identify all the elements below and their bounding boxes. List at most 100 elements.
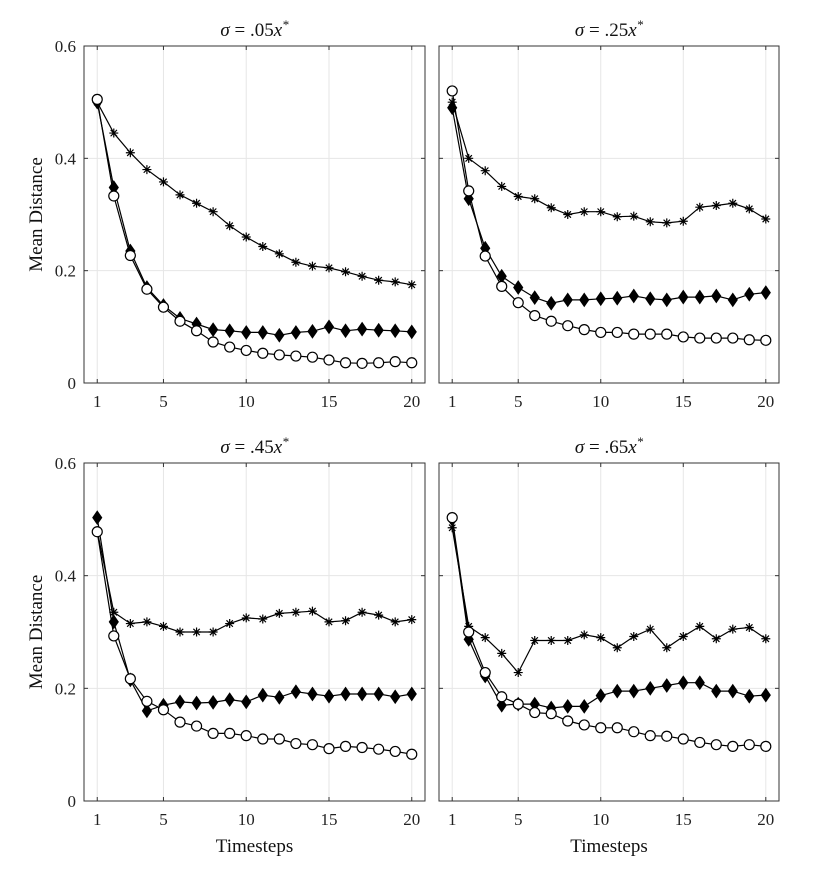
point-circle: [224, 341, 236, 353]
point-circle: [694, 332, 706, 344]
point-circle: [174, 716, 186, 728]
point-asterisk: [241, 613, 251, 623]
x-tick-label: 15: [320, 810, 337, 829]
x-tick-label: 10: [592, 392, 609, 411]
point-circle: [240, 344, 252, 357]
axes-frame: [83, 462, 426, 802]
point-asterisk: [744, 622, 754, 632]
point-diamond: [529, 290, 540, 306]
point-asterisk: [546, 203, 556, 213]
point-diamond: [224, 323, 235, 339]
point-diamond: [727, 292, 738, 308]
point-diamond: [727, 683, 738, 699]
point-circle: [373, 357, 385, 369]
point-asterisk: [629, 632, 639, 642]
point-asterisk: [678, 632, 688, 642]
x-tick-label: 1: [448, 392, 457, 411]
point-asterisk: [357, 271, 367, 281]
point-asterisk: [225, 619, 235, 629]
y-axis-title: Mean Distance: [26, 575, 47, 689]
point-asterisk: [695, 202, 705, 212]
point-circle: [406, 357, 418, 369]
point-asterisk: [563, 635, 573, 645]
point-diamond: [760, 687, 771, 703]
point-circle: [545, 315, 557, 327]
point-circle: [562, 320, 574, 332]
point-asterisk: [390, 277, 400, 287]
point-circle: [306, 739, 319, 751]
point-asterisk: [596, 207, 606, 217]
point-circle: [644, 328, 656, 340]
point-diamond: [191, 695, 202, 711]
point-diamond: [92, 510, 103, 526]
y-tick-label: 0.2: [55, 679, 76, 698]
point-diamond: [307, 686, 318, 702]
panel-title: σ = .25x*: [575, 17, 644, 41]
point-circle: [339, 740, 352, 752]
point-asterisk: [480, 633, 490, 643]
y-tick-label: 0.6: [55, 454, 76, 473]
point-asterisk: [291, 607, 301, 617]
point-circle: [323, 354, 335, 366]
point-circle: [743, 334, 755, 346]
point-asterisk: [596, 633, 606, 643]
point-asterisk: [513, 192, 523, 202]
point-diamond: [406, 686, 417, 702]
point-diamond: [406, 324, 417, 340]
point-asterisk: [728, 624, 738, 634]
point-circle: [273, 349, 285, 361]
point-asterisk: [407, 280, 417, 290]
panel-title: σ = .45x*: [220, 434, 289, 458]
x-tick-label: 15: [675, 810, 692, 829]
point-diamond: [340, 323, 351, 339]
point-circle: [611, 326, 623, 339]
point-diamond: [356, 686, 368, 702]
point-circle: [290, 350, 302, 362]
point-asterisk: [274, 608, 284, 618]
point-diamond: [108, 614, 119, 630]
point-asterisk: [662, 643, 672, 653]
point-diamond: [694, 289, 705, 305]
point-asterisk: [513, 668, 523, 678]
point-circle: [273, 733, 285, 745]
point-diamond: [224, 692, 235, 707]
point-asterisk: [258, 242, 268, 252]
point-circle: [710, 739, 722, 751]
point-circle: [545, 708, 557, 720]
point-diamond: [290, 325, 301, 340]
point-circle: [710, 332, 722, 344]
x-tick-label: 10: [238, 392, 255, 411]
point-circle: [257, 733, 269, 745]
point-circle: [529, 310, 541, 322]
point-circle: [91, 93, 103, 105]
point-circle: [207, 727, 219, 740]
x-tick-label: 1: [93, 392, 102, 411]
x-tick-label: 20: [403, 392, 420, 411]
point-circle: [760, 740, 772, 752]
x-axis-title: Timesteps: [216, 836, 293, 857]
point-circle: [661, 730, 673, 742]
point-asterisk: [744, 204, 754, 214]
point-asterisk: [374, 275, 384, 285]
point-circle: [157, 301, 170, 313]
point-diamond: [307, 323, 318, 339]
point-circle: [529, 706, 541, 719]
point-asterisk: [142, 617, 152, 627]
point-circle: [190, 720, 203, 732]
point-circle: [257, 347, 269, 359]
axes-frame: [438, 462, 780, 802]
point-diamond: [744, 286, 755, 302]
point-asterisk: [374, 610, 384, 620]
point-diamond: [562, 292, 573, 308]
point-diamond: [711, 683, 722, 699]
point-circle: [727, 740, 739, 752]
y-axis-title: Mean Distance: [26, 157, 47, 271]
point-diamond: [257, 687, 268, 703]
point-diamond: [257, 325, 268, 340]
point-asterisk: [175, 627, 185, 637]
point-diamond: [562, 698, 573, 714]
point-circle: [578, 719, 590, 731]
point-asterisk: [192, 627, 202, 637]
plot-area: [439, 463, 779, 801]
point-circle: [108, 630, 120, 642]
